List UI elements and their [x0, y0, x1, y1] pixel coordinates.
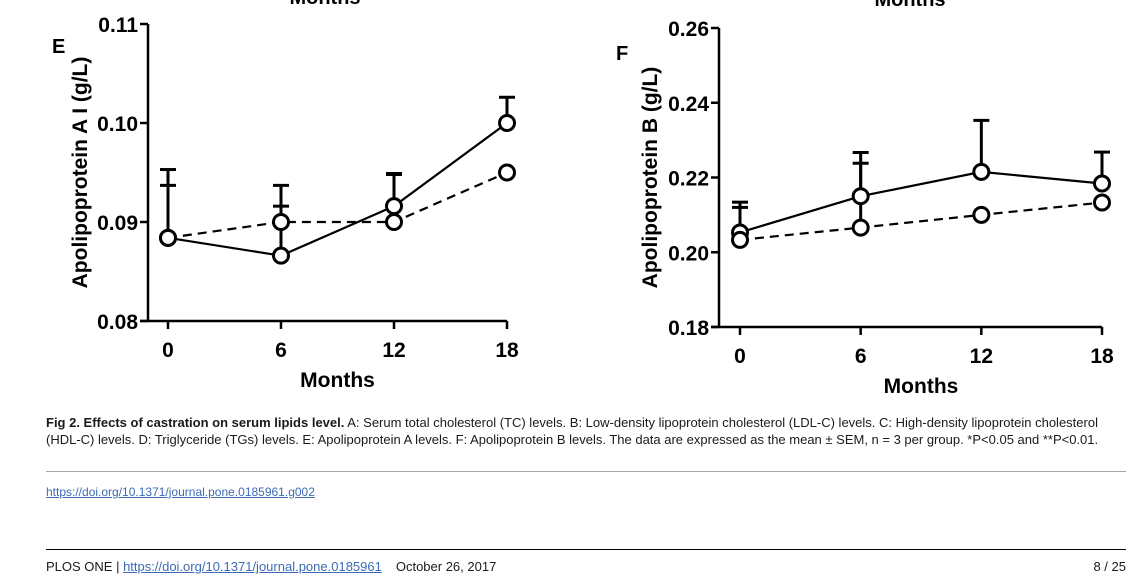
data-point-dashed — [731, 230, 749, 249]
y-tick-label: 0.11 — [98, 14, 138, 37]
chart-e: 0.08 0.09 0.10 0.11 0 6 12 18 Months Apolipoprote… — [52, 14, 519, 392]
y-tick-label: 0.20 — [668, 242, 709, 265]
figure-caption: Fig 2. Effects of castration on serum li… — [46, 414, 1136, 448]
figure: Months Months 0.08 0.09 0.10 0.11 0 6 12 18 Mont… — [52, 0, 1114, 398]
y-tick-label: 0.18 — [668, 317, 709, 340]
y-tick-label: 0.26 — [668, 18, 709, 41]
y-axis-label: Apolipoprotein B (g/L) — [639, 67, 662, 289]
y-tick-label: 0.08 — [97, 311, 138, 334]
panel-label: F — [616, 43, 628, 65]
cropped-xlabel-right: Months — [874, 0, 945, 11]
x-tick-label: 0 — [734, 345, 746, 368]
caption-text: A: Serum total cholesterol (TC) levels. … — [46, 415, 1099, 447]
data-point-solid — [498, 114, 516, 132]
footer-doi-link[interactable]: https://doi.org/10.1371/journal.pone.018… — [123, 559, 382, 574]
data-point-dashed — [851, 218, 870, 237]
y-tick-label: 0.24 — [668, 93, 709, 116]
caption-divider — [46, 471, 1126, 472]
chart-f: 0.18 0.20 0.22 0.24 0.26 0 6 12 18 Months Apolipop… — [616, 18, 1114, 398]
x-axis-label: Months — [884, 375, 959, 398]
data-point-dashed — [1093, 193, 1111, 212]
series-line-dashed — [739, 201, 1103, 242]
page-number: 8 / 25 — [1093, 559, 1126, 574]
series-line-solid — [739, 170, 1103, 234]
x-tick-label: 0 — [162, 339, 174, 362]
data-point-solid — [851, 187, 870, 206]
x-tick-label: 12 — [970, 345, 993, 368]
data-point-dashed — [972, 205, 991, 224]
data-point-solid — [272, 246, 290, 265]
data-point-dashed — [159, 228, 177, 247]
figure-svg: Months Months 0.08 0.09 0.10 0.11 0 6 12 18 Mont… — [52, 0, 1114, 398]
data-point-solid — [972, 162, 991, 181]
cropped-xlabel-left: Months — [289, 0, 360, 9]
footer-divider — [46, 549, 1126, 550]
footer-journal: PLOS ONE | — [46, 559, 124, 574]
data-point-solid — [385, 197, 403, 216]
x-tick-label: 12 — [382, 339, 405, 362]
page-footer: PLOS ONE | https://doi.org/10.1371/journ… — [46, 559, 496, 574]
series-line-solid — [167, 122, 508, 257]
figure-doi-link[interactable]: https://doi.org/10.1371/journal.pone.018… — [46, 485, 315, 499]
data-point-dashed — [385, 213, 403, 231]
caption-label: Fig 2. Effects of castration on serum li… — [46, 415, 345, 430]
y-tick-label: 0.10 — [97, 113, 138, 136]
data-point-solid — [1093, 174, 1111, 193]
data-point-dashed — [498, 163, 516, 182]
series-line-dashed — [167, 171, 508, 239]
y-axis-label: Apolipoprotein A I (g/L) — [69, 57, 92, 289]
data-point-dashed — [272, 213, 290, 231]
y-tick-label: 0.09 — [97, 212, 138, 235]
footer-date: October 26, 2017 — [395, 559, 497, 574]
x-tick-label: 6 — [275, 339, 287, 362]
x-tick-label: 18 — [495, 339, 519, 362]
y-tick-label: 0.22 — [668, 168, 709, 191]
x-tick-label: 6 — [855, 345, 867, 368]
x-tick-label: 18 — [1090, 345, 1114, 368]
panel-label: E — [52, 36, 65, 58]
x-axis-label: Months — [300, 369, 375, 392]
